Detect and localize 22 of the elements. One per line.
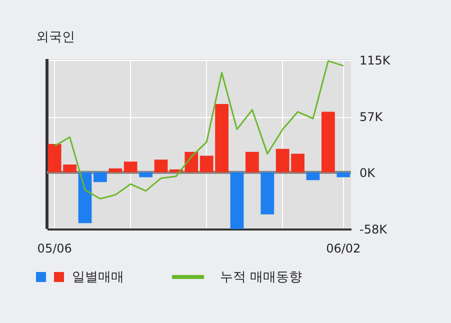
legend-label: 일별매매 [72, 269, 124, 286]
chart-title: 외국인 [36, 29, 75, 46]
bar [94, 172, 107, 182]
bar [154, 160, 168, 172]
bar [230, 172, 244, 229]
bar [306, 172, 320, 180]
x-tick-label: 05/06 [37, 242, 72, 256]
bar [124, 162, 138, 172]
y-tick-label: 0K [360, 166, 376, 180]
x-tick-label: 06/02 [326, 242, 361, 256]
line-series [54, 60, 344, 200]
bar [78, 172, 92, 224]
bar [260, 172, 274, 214]
bar [322, 112, 335, 172]
bar [246, 152, 259, 172]
legend-label: 누적 매매동향 [220, 269, 302, 286]
bar [336, 172, 350, 178]
y-tick-label: -58K [360, 222, 388, 236]
bar [108, 168, 122, 172]
y-tick-label: 57K [360, 110, 384, 124]
bar [139, 172, 152, 178]
y-tick-label: 115K [360, 53, 392, 68]
